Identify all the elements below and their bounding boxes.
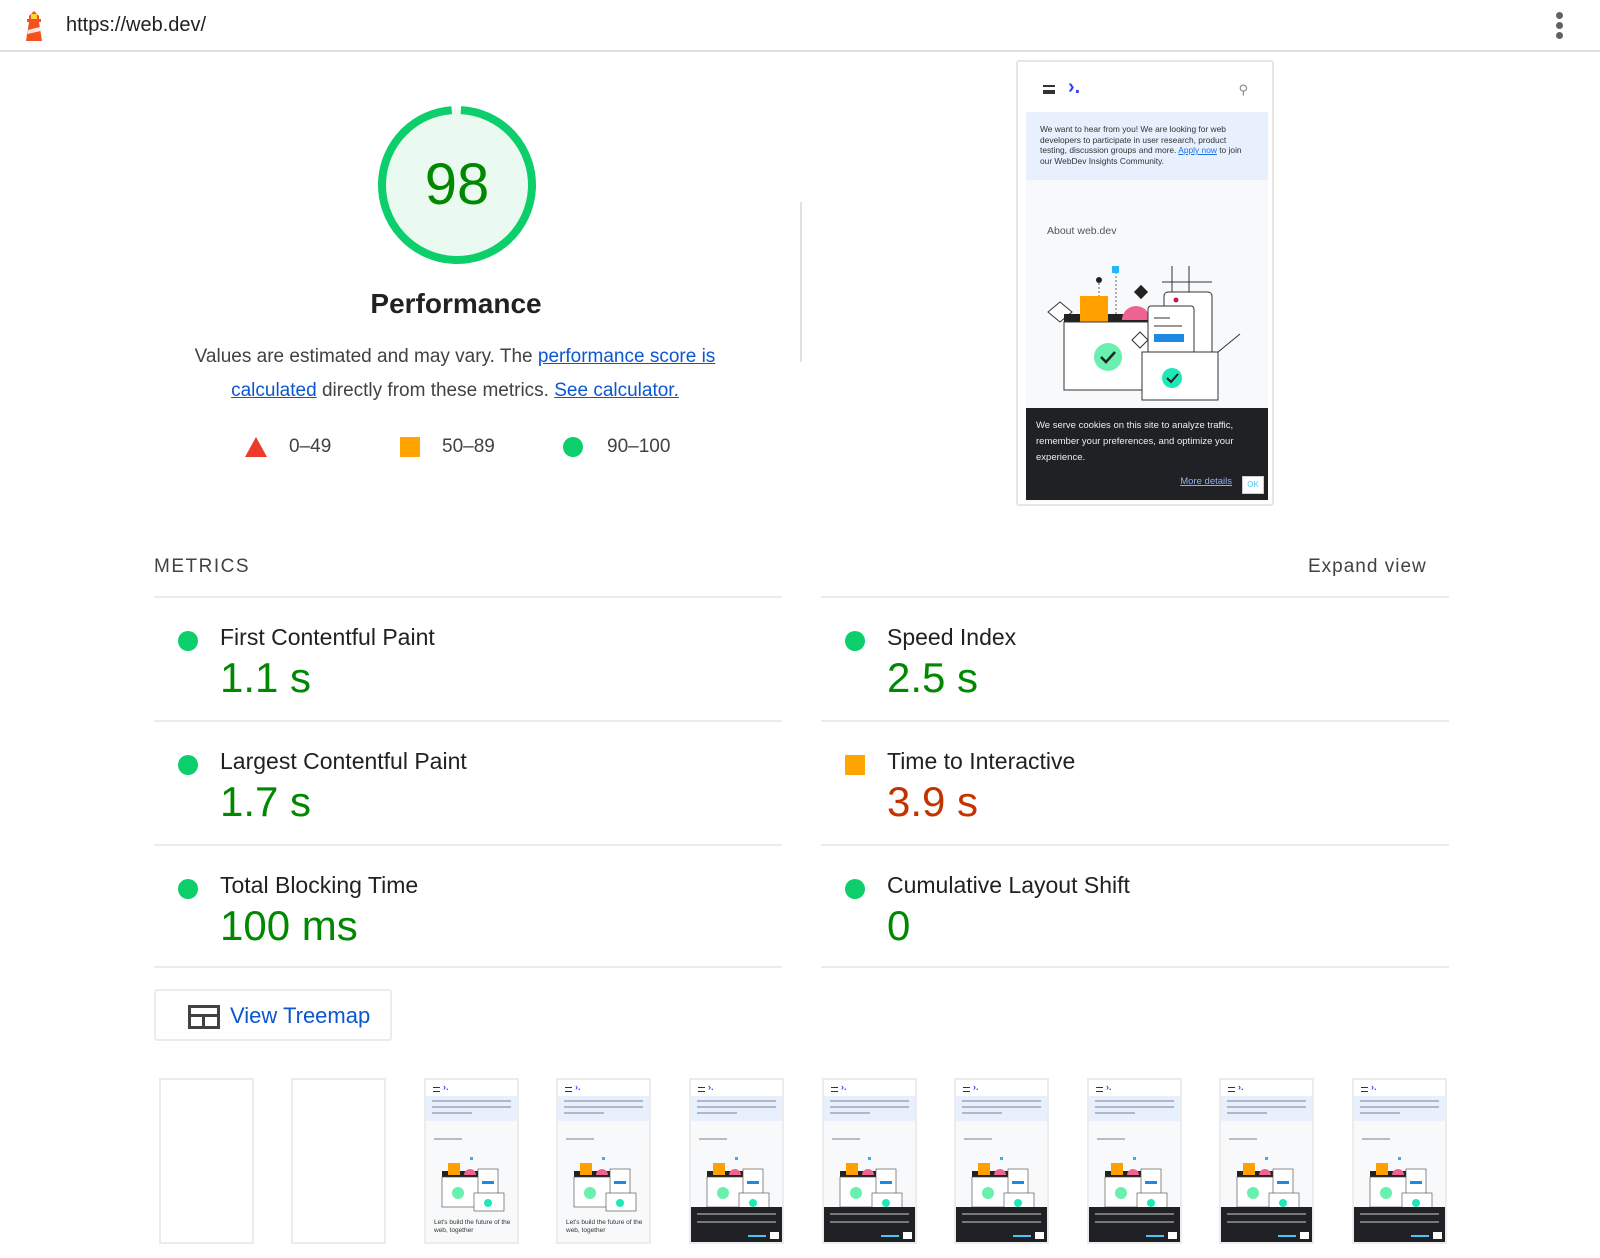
filmstrip-frame: ›. Let's build the future of the web, to… [424,1078,519,1244]
divider [154,966,782,968]
metric-cumulative-layout-shift: Cumulative Layout Shift 0 [821,846,1449,966]
metric-time-to-interactive: Time to Interactive 3.9 s [821,722,1449,842]
boxes-illustration-icon [1104,1157,1168,1212]
top-bar: https://web.dev/ [0,0,1600,52]
metric-label: Largest Contentful Paint [220,748,467,774]
page-url: https://web.dev/ [66,14,207,36]
more-details-link: More details [1180,476,1232,487]
divider [154,844,782,846]
filmstrip-frame: ›. [1087,1078,1182,1244]
filmstrip-frame [159,1078,254,1244]
filmstrip-frame: ›. [822,1078,917,1244]
boxes-illustration-icon [573,1157,637,1212]
pass-circle-icon [845,879,865,899]
divider [154,596,782,598]
legend-range: 0–49 [289,436,332,457]
divider [154,720,782,722]
score-description: Values are estimated and may vary. The p… [170,340,740,408]
square-icon [400,437,420,457]
average-square-icon [845,755,865,775]
boxes-illustration-icon [1236,1157,1300,1212]
metric-largest-contentful-paint: Largest Contentful Paint 1.7 s [154,722,782,842]
boxes-illustration-icon [441,1157,505,1212]
boxes-illustration-icon [1047,266,1241,401]
cookie-ok-button: OK [1242,476,1264,494]
legend-range: 50–89 [442,436,495,457]
metric-value: 0 [887,902,911,949]
boxes-illustration-icon [706,1157,770,1212]
score-calculated-link[interactable]: performance score is calculated [231,346,716,401]
divider [821,966,1449,968]
metric-label: Total Blocking Time [220,872,419,898]
webdev-logo-icon: ›. [1068,76,1081,98]
legend-range: 90–100 [607,436,671,457]
circle-icon [563,437,583,457]
boxes-illustration-icon [839,1157,903,1212]
metric-label: Cumulative Layout Shift [887,872,1130,898]
performance-score: 98 [424,152,490,217]
frame-caption: Let's build the future of the web, toget… [434,1219,511,1234]
frame-caption: Let's build the future of the web, toget… [566,1219,643,1234]
filmstrip-frame: ›. Let's build the future of the web, to… [556,1078,651,1244]
filmstrip-frame: ›. [689,1078,784,1244]
filmstrip-frame [291,1078,386,1244]
gauge-ring-icon [378,105,536,264]
metric-value: 1.1 s [220,654,312,701]
metric-value: 1.7 s [220,778,312,825]
score-legend: 0–49 50–89 90–100 [0,432,800,462]
treemap-icon [188,1005,220,1029]
filmstrip-frame: ›. [954,1078,1049,1244]
see-calculator-link[interactable]: See calculator. [554,380,679,401]
metric-speed-index: Speed Index 2.5 s [821,598,1449,718]
research-banner: We want to hear from you! We are looking… [1026,112,1268,180]
divider [800,202,802,362]
legend-fail: 0–49 [245,432,331,462]
pass-circle-icon [178,879,198,899]
hamburger-icon [1043,85,1055,94]
about-heading: About web.dev [1047,225,1117,237]
filmstrip-frame: ›. [1352,1078,1447,1244]
apply-now-link: Apply now [1178,145,1217,155]
description-text: Values are estimated and may vary. The [194,346,538,367]
search-icon: ⚲ [1238,82,1248,97]
metric-label: First Contentful Paint [220,624,435,650]
metric-first-contentful-paint: First Contentful Paint 1.1 s [154,598,782,718]
divider [821,596,1449,598]
filmstrip-frame: ›. [1219,1078,1314,1244]
view-treemap-button[interactable]: View Treemap [154,989,392,1041]
boxes-illustration-icon [1369,1157,1433,1212]
metric-label: Time to Interactive [887,748,1076,774]
performance-gauge: 98 [376,104,538,266]
banner-text: to join our WebDev Insights Community. [1040,145,1242,166]
view-treemap-label: View Treemap [230,1003,371,1028]
lighthouse-icon [26,11,42,41]
expand-view-toggle[interactable]: Expand view [1308,556,1427,577]
cookie-banner: We serve cookies on this site to analyze… [1026,408,1268,500]
description-text: directly from these metrics. [316,380,555,401]
gauge-title: Performance [370,288,542,319]
metric-total-blocking-time: Total Blocking Time 100 ms [154,846,782,966]
banner-text: We want to hear from you! We are looking… [1040,124,1227,155]
metric-value: 100 ms [220,902,358,949]
pass-circle-icon [178,755,198,775]
boxes-illustration-icon [971,1157,1035,1212]
metric-label: Speed Index [887,624,1017,650]
divider [821,720,1449,722]
more-vert-icon[interactable] [1547,12,1571,42]
metric-value: 2.5 s [887,654,979,701]
legend-average: 50–89 [400,432,495,462]
metrics-heading: METRICS [154,556,250,577]
metric-value: 3.9 s [887,778,979,825]
triangle-icon [245,437,267,457]
cookie-text: We serve cookies on this site to analyze… [1036,420,1234,463]
divider [821,844,1449,846]
final-screenshot[interactable]: ›. ⚲ We want to hear from you! We are lo… [1016,60,1274,506]
legend-pass: 90–100 [563,432,670,462]
pass-circle-icon [845,631,865,651]
pass-circle-icon [178,631,198,651]
